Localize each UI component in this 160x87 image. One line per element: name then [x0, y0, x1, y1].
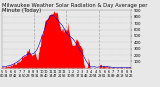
Text: Milwaukee Weather Solar Radiation & Day Average per Minute (Today): Milwaukee Weather Solar Radiation & Day …	[2, 3, 147, 13]
